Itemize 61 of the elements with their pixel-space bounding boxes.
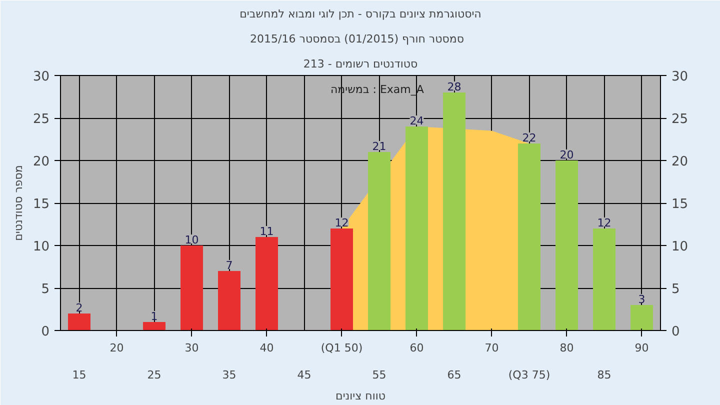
y2-tick-label: 10 bbox=[672, 240, 688, 254]
bar bbox=[406, 126, 428, 330]
y-tick-label: 5 bbox=[41, 282, 50, 297]
y-tick-label: 10 bbox=[32, 240, 50, 254]
data-label: 28 bbox=[447, 80, 462, 94]
bar bbox=[443, 92, 466, 330]
bar bbox=[256, 237, 278, 330]
chart-title: היסטוגרמת ציונים בקורס - תכן לוגי ומבוא למחשבים bbox=[240, 8, 482, 20]
y-tick-label: 25 bbox=[32, 112, 50, 127]
data-label: 3 bbox=[638, 293, 646, 306]
x-tick-label: 85 bbox=[597, 368, 612, 382]
bar bbox=[143, 322, 166, 330]
x-tick-label: (Q1 50) bbox=[320, 342, 363, 354]
data-label: 7 bbox=[226, 259, 233, 272]
text: סטודנטים רשומים - 213 bbox=[303, 58, 418, 70]
x-tick-label: 60 bbox=[410, 342, 424, 354]
x-tick-label: 20 bbox=[110, 342, 124, 354]
data-label: 11 bbox=[260, 225, 274, 238]
x-tick-label: 70 bbox=[484, 342, 499, 354]
bar bbox=[556, 160, 578, 330]
y2-tick-label: 20 bbox=[672, 154, 688, 170]
y2-tick-label: 5 bbox=[672, 282, 680, 297]
y2-tick-label: 30 bbox=[672, 70, 688, 84]
data-label: 12 bbox=[597, 216, 612, 230]
chart-subtitle: 2015/16 סמסטר חורף (01/2015) בסמסטר bbox=[250, 32, 464, 46]
data-label: 12 bbox=[334, 216, 349, 230]
data-label: 21 bbox=[372, 140, 386, 153]
x-tick-label: 15 bbox=[72, 368, 86, 382]
x-tick-label: 90 bbox=[634, 342, 649, 354]
data-label: 22 bbox=[522, 132, 536, 144]
data-label: 2 bbox=[76, 302, 83, 314]
y-tick-label: 15 bbox=[32, 197, 50, 212]
x-tick-label: 65 bbox=[447, 368, 462, 382]
bar bbox=[518, 144, 540, 330]
bar bbox=[593, 228, 616, 330]
y-tick-label: 20 bbox=[32, 154, 50, 170]
bar bbox=[630, 305, 653, 330]
bar bbox=[68, 314, 90, 330]
data-label: 10 bbox=[184, 234, 199, 246]
x-tick-label: 25 bbox=[147, 368, 162, 382]
bar bbox=[180, 246, 203, 330]
y2-tick-label: 0 bbox=[672, 324, 680, 340]
y-axis-title: מספר סטודנטים bbox=[12, 165, 25, 241]
x-tick-label: 35 bbox=[222, 368, 236, 382]
data-label: 1 bbox=[150, 310, 158, 323]
x-tick-label: 45 bbox=[297, 368, 312, 382]
x-tick-label: (Q3 75) bbox=[508, 368, 550, 382]
x-tick-label: 30 bbox=[184, 342, 199, 354]
y-tick-label: 0 bbox=[41, 324, 50, 340]
x-tick-label: 55 bbox=[372, 368, 386, 382]
bar bbox=[330, 228, 353, 330]
y2-tick-label: 15 bbox=[672, 197, 688, 212]
x-axis-title: טווח ציונים bbox=[336, 390, 386, 402]
bar bbox=[368, 152, 390, 330]
data-label: 20 bbox=[560, 148, 574, 162]
bar bbox=[218, 271, 240, 330]
data-label: 24 bbox=[410, 114, 424, 128]
x-tick-label: 80 bbox=[560, 342, 574, 354]
x-tick-label: 40 bbox=[260, 342, 274, 354]
y2-tick-label: 25 bbox=[672, 112, 688, 127]
y-tick-label: 30 bbox=[32, 70, 50, 84]
